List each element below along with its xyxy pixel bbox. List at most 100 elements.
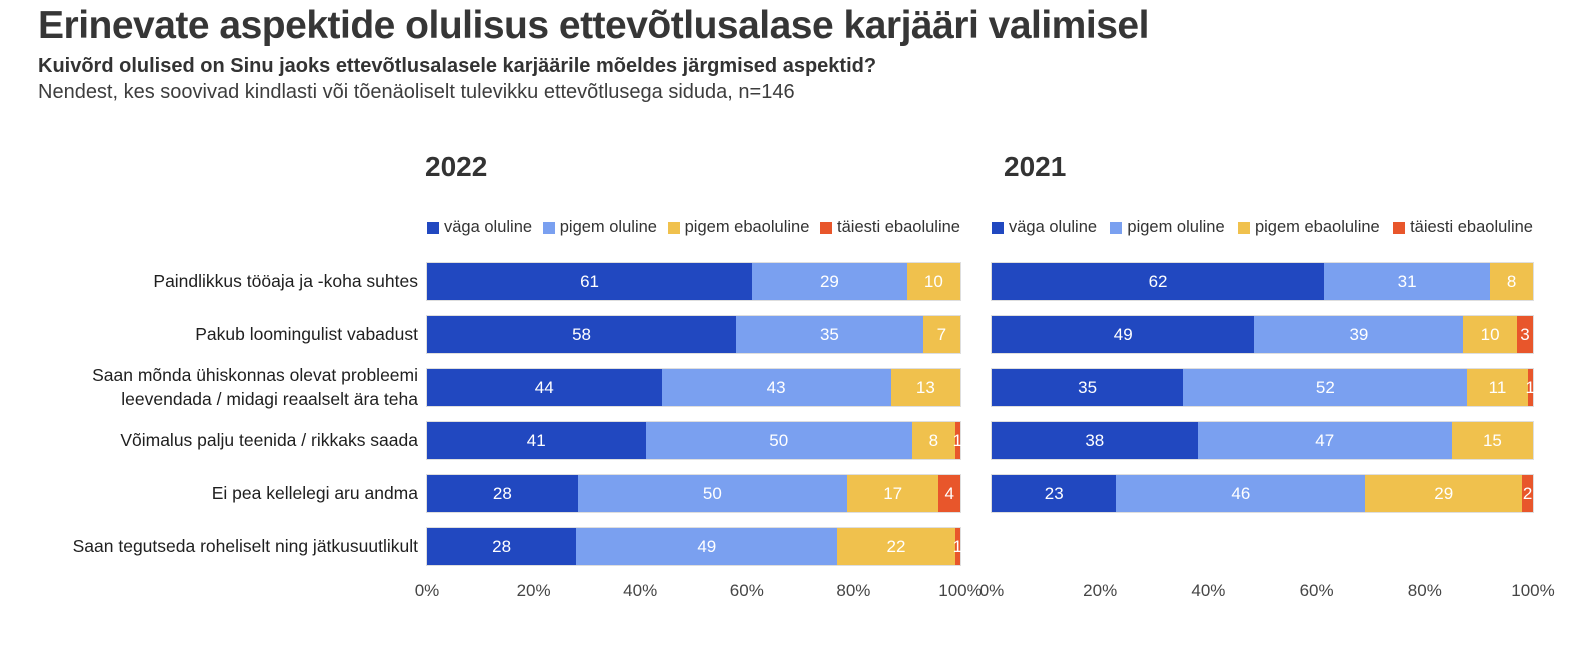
- bar-segment: 3: [1516, 316, 1533, 353]
- bar-row: 49 39 10 3: [992, 316, 1533, 353]
- legend-swatch-icon: [542, 221, 555, 234]
- bar-value-label: 4: [944, 483, 954, 503]
- bar-segment: 13: [890, 369, 960, 406]
- bar-value-label: 41: [526, 430, 546, 450]
- legend-label: väga oluline: [1009, 218, 1098, 236]
- bar-value-label: 15: [1482, 430, 1502, 450]
- bar-value-label: 2: [1522, 483, 1533, 503]
- legend: väga oluline pigem oluline pigem ebaolulin…: [427, 218, 960, 237]
- x-axis-tick-label: 100%: [1511, 581, 1555, 600]
- x-axis-tick-label: 40%: [1191, 581, 1226, 600]
- bar-segment: 2: [1522, 475, 1533, 512]
- bar-segment: 49: [576, 528, 838, 565]
- bar-value-label: 35: [1078, 377, 1098, 397]
- x-axis-tick-label: 80%: [836, 581, 871, 600]
- bar-segment: 62: [992, 263, 1325, 300]
- legend-item: pigem ebaoluline: [667, 218, 809, 237]
- bar-value-label: 28: [492, 483, 512, 503]
- bar-segment: 49: [992, 316, 1255, 353]
- legend-swatch-icon: [1393, 221, 1406, 234]
- bar-value-label: 61: [580, 271, 600, 291]
- x-axis-tick-label: 40%: [623, 581, 658, 600]
- category-label: Pakub loomingulist vabadust: [195, 323, 418, 344]
- bar-value-label: 39: [1349, 324, 1369, 344]
- bar-segment: 29: [1365, 475, 1523, 512]
- chart-subtitle-question: Kuivõrd olulised on Sinu jaoks ettevõtlu…: [38, 55, 877, 77]
- bar-value-label: 31: [1397, 271, 1417, 291]
- bar-segment: 10: [1463, 316, 1517, 353]
- bar-segment: 38: [992, 422, 1198, 459]
- bar-segment: 50: [577, 475, 847, 512]
- bar-value-label: 35: [819, 324, 839, 344]
- legend-label: pigem oluline: [559, 218, 657, 236]
- x-axis-tick-label: 20%: [516, 581, 551, 600]
- bar-segment: 44: [427, 369, 662, 406]
- x-axis-tick-label: 60%: [1299, 581, 1334, 600]
- legend-swatch-icon: [992, 221, 1004, 234]
- legend-item: täiesti ebaoluline: [1393, 218, 1533, 237]
- bar-row: 35 52 11 1: [992, 369, 1535, 406]
- bar-segment: 22: [837, 528, 955, 565]
- bar-row: 44 43 13: [427, 369, 960, 406]
- bar-segment: 47: [1197, 422, 1452, 459]
- bar-segment: 17: [846, 475, 939, 512]
- panel-2022-header: 2022: [425, 151, 488, 182]
- bar-value-label: 13: [915, 377, 935, 397]
- legend-item: väga oluline: [992, 218, 1097, 237]
- category-label: Ei pea kellelegi aru andma: [211, 482, 418, 503]
- bars: 61 29 10 58 35 7 44 43 13 41 50 8 1 28 50 17 4 28 49 22 1: [427, 263, 963, 565]
- bar-segment: 28: [427, 475, 578, 512]
- bar-segment: 52: [1183, 369, 1468, 406]
- bar-segment: 7: [922, 316, 960, 353]
- bar-value-label: 1: [952, 536, 963, 556]
- bar-segment: 41: [427, 422, 646, 459]
- bar-segment: 46: [1116, 475, 1366, 512]
- bar-segment: 39: [1254, 316, 1464, 353]
- bar-value-label: 29: [1434, 483, 1454, 503]
- legend-item: pigem oluline: [542, 218, 657, 237]
- bar-value-label: 49: [697, 536, 717, 556]
- legend-swatch-icon: [1110, 221, 1123, 234]
- bar-value-label: 52: [1315, 377, 1335, 397]
- bar-value-label: 49: [1113, 324, 1133, 344]
- bar-value-label: 11: [1488, 377, 1507, 397]
- legend-swatch-icon: [667, 221, 680, 234]
- bar-value-label: 8: [1506, 271, 1517, 291]
- panel-2021: 2021 väga oluline pigem oluline pigem ebao…: [980, 0, 1555, 668]
- bar-value-label: 17: [883, 483, 903, 503]
- legend-label: täiesti ebaoluline: [837, 218, 960, 236]
- x-axis-tick-label: 0%: [414, 581, 440, 600]
- bar-segment: 15: [1451, 422, 1533, 459]
- bar-value-label: 44: [534, 377, 554, 397]
- panel-2021-header: 2021: [1004, 151, 1067, 182]
- bar-row: 28 50 17 4: [427, 475, 960, 512]
- bar-value-label: 10: [1480, 324, 1500, 344]
- bar-segment: 4: [938, 475, 960, 512]
- bar-segment: 35: [992, 369, 1184, 406]
- chart-subtitle-note: Nendest, kes soovivad kindlasti või tõen…: [38, 81, 795, 103]
- bars: 62 31 8 49 39 10 3 35 52 11 1 38 47 15 23 46 29 2: [992, 263, 1535, 565]
- bar-row: 62 31 8: [992, 263, 1533, 300]
- bar-segment: 43: [661, 369, 891, 406]
- bar-row: [992, 528, 1533, 565]
- bar-value-label: 22: [886, 536, 906, 556]
- bar-segment: 61: [427, 263, 753, 300]
- bar-value-label: 29: [819, 271, 839, 291]
- bar-segment: 58: [427, 316, 737, 353]
- bar-value-label: 1: [1525, 377, 1535, 397]
- bar-segment: 10: [906, 263, 960, 300]
- category-label: Saan mõnda ühiskonnas olevat probleemi l…: [92, 364, 418, 409]
- legend-swatch-icon: [1237, 221, 1250, 234]
- legend-swatch-icon: [427, 221, 439, 234]
- bar-value-label: 47: [1315, 430, 1335, 450]
- bar-segment: 28: [427, 528, 577, 565]
- legend-item: pigem ebaoluline: [1237, 218, 1380, 237]
- x-axis: 0% 20% 40% 60% 80% 100%: [980, 581, 1555, 603]
- bar-value-label: 10: [923, 271, 943, 291]
- bar-value-label: 1: [952, 430, 963, 450]
- bar-segment: 1: [1525, 369, 1535, 406]
- bar-segment: 35: [736, 316, 923, 353]
- bar-value-label: 28: [492, 536, 512, 556]
- panel-2022: 2022 väga oluline pigem oluline pigem ebao…: [415, 0, 982, 668]
